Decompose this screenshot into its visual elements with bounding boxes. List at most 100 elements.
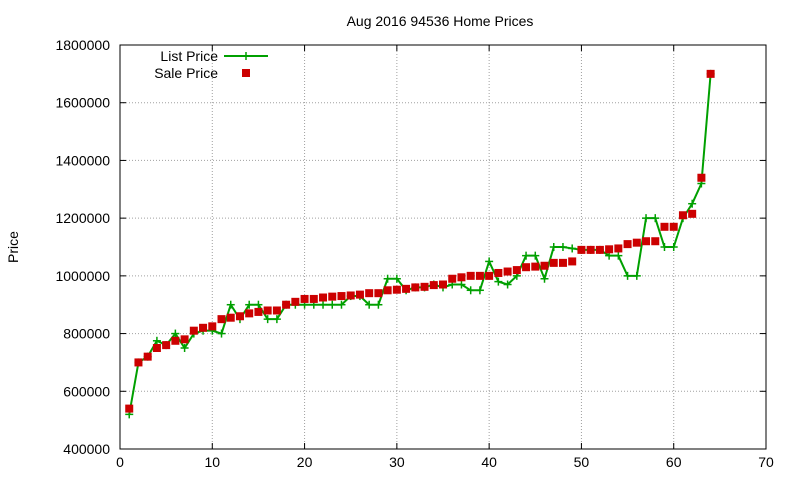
sale-price-point — [365, 289, 374, 298]
list-price-point — [660, 243, 669, 251]
list-price-point — [180, 344, 189, 352]
y-axis-label: Price — [5, 231, 21, 263]
list-price-point — [503, 280, 512, 289]
sale-price-point — [300, 294, 309, 303]
x-tick-label: 20 — [297, 454, 313, 470]
list-price-point — [152, 336, 161, 345]
chart-title: Aug 2016 94536 Home Prices — [347, 13, 534, 29]
legend-marker — [242, 52, 250, 60]
sale-price-point — [420, 282, 429, 291]
list-price-point — [217, 329, 226, 338]
sale-price-point — [642, 237, 651, 246]
sale-price-point — [346, 291, 355, 300]
sale-price-point — [568, 257, 577, 266]
sale-price-point — [180, 335, 189, 344]
sale-price-point — [143, 352, 152, 361]
sale-price-point — [392, 285, 401, 294]
sale-price-point — [226, 313, 235, 322]
list-price-point — [558, 243, 567, 251]
y-tick-label: 1000000 — [55, 268, 110, 284]
list-price-point — [319, 300, 328, 309]
sale-price-point — [632, 238, 641, 247]
list-price-point — [669, 243, 678, 251]
list-price-point — [245, 300, 254, 309]
sale-price-point — [448, 274, 457, 283]
series-area — [125, 69, 715, 419]
sale-price-point — [272, 306, 281, 315]
sale-price-point — [429, 281, 438, 290]
x-tick-label: 30 — [389, 454, 405, 470]
sale-price-point — [531, 262, 540, 271]
list-price-point — [540, 274, 549, 283]
sale-price-point — [337, 292, 346, 301]
list-price-point — [531, 251, 540, 260]
list-price-point — [263, 315, 272, 324]
list-price-point — [254, 300, 263, 309]
sale-price-point — [125, 404, 134, 413]
series-1 — [125, 69, 715, 413]
list-price-point — [549, 243, 558, 251]
list-price-point — [392, 274, 401, 283]
list-price-point — [632, 271, 641, 280]
sale-price-point — [503, 267, 512, 276]
x-tick-label: 10 — [204, 454, 220, 470]
sale-price-point — [586, 245, 595, 254]
list-price-point — [226, 300, 235, 309]
x-tick-label: 0 — [116, 454, 124, 470]
sale-price-point — [494, 268, 503, 277]
sale-price-point — [291, 297, 300, 306]
list-price-point — [457, 280, 466, 289]
x-tick-label: 60 — [666, 454, 682, 470]
y-tick-label: 800000 — [63, 326, 110, 342]
list-price-point — [475, 286, 484, 295]
sale-price-point — [319, 293, 328, 302]
axis-ticks: 0 10 20 30 40 50 60 70 400000 600000 800000 1000000… — [55, 37, 774, 470]
sale-price-point — [402, 284, 411, 293]
list-price-point — [272, 315, 281, 324]
sale-price-point — [171, 336, 180, 345]
sale-price-point — [706, 69, 715, 78]
list-price-point — [614, 251, 623, 260]
sale-price-point — [651, 237, 660, 246]
list-price-point — [522, 251, 531, 260]
sale-price-point — [199, 323, 208, 332]
sale-price-point — [383, 286, 392, 295]
sale-price-point — [605, 245, 614, 254]
x-tick-label: 70 — [758, 454, 774, 470]
y-tick-label: 600000 — [63, 383, 110, 399]
list-price-point — [642, 214, 651, 223]
sale-price-point — [475, 271, 484, 280]
list-price-point — [374, 300, 383, 309]
plot-frame — [119, 44, 767, 450]
list-price-point — [623, 271, 632, 280]
legend-label: Sale Price — [154, 65, 218, 81]
sale-price-point — [162, 341, 171, 350]
sale-price-point — [485, 271, 494, 280]
sale-price-point — [282, 300, 291, 309]
x-tick-label: 50 — [574, 454, 590, 470]
sale-price-point — [577, 245, 586, 254]
legend-marker — [242, 69, 250, 77]
sale-price-point — [254, 307, 263, 316]
sale-price-point — [678, 211, 687, 220]
sale-price-point — [235, 312, 244, 321]
sale-price-point — [614, 244, 623, 253]
sale-price-point — [208, 322, 217, 331]
sale-price-point — [697, 173, 706, 182]
y-tick-label: 1600000 — [55, 95, 110, 111]
sale-price-point — [152, 344, 161, 352]
list-price-point — [365, 300, 374, 309]
list-price-point — [651, 214, 660, 223]
sale-price-point — [374, 289, 383, 298]
list-price-point — [466, 286, 475, 295]
sale-price-point — [263, 306, 272, 315]
y-tick-label: 1400000 — [55, 152, 110, 168]
sale-price-point — [688, 209, 697, 218]
legend-label: List Price — [160, 48, 218, 64]
y-tick-label: 1800000 — [55, 37, 110, 53]
list-price-point — [485, 257, 494, 266]
list-price-point — [328, 300, 337, 309]
list-price-line — [128, 73, 712, 415]
